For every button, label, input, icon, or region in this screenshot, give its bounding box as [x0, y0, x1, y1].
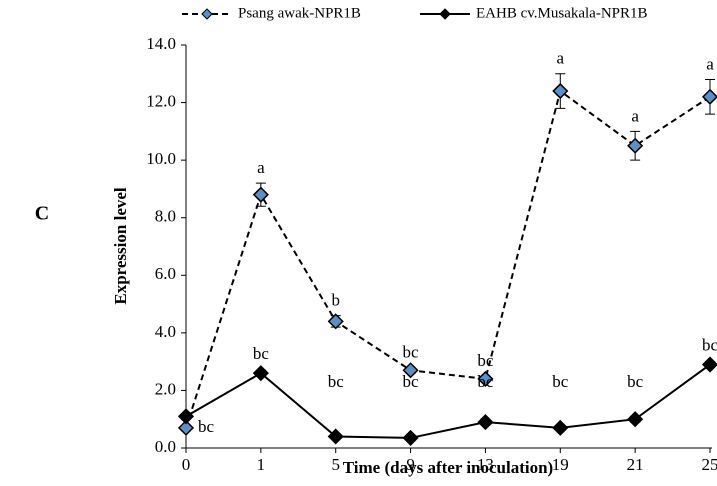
marker [402, 362, 419, 379]
legend-label: EAHB cv.Musakala-NPR1B [476, 5, 648, 21]
legend-marker [201, 8, 213, 20]
y-tick-label: 10.0 [146, 149, 176, 168]
data-label: b [331, 290, 340, 309]
y-tick-label: 4.0 [155, 322, 176, 341]
data-label: a [257, 158, 265, 177]
x-tick-label: 19 [552, 455, 569, 474]
marker [177, 408, 195, 425]
y-tick-label: 6.0 [155, 264, 176, 283]
data-label: bc [403, 372, 420, 391]
marker [552, 419, 569, 436]
data-label: a [631, 106, 639, 125]
data-label: bc [198, 417, 215, 436]
data-label: bc [328, 372, 345, 391]
marker [477, 370, 494, 387]
x-tick-label: 13 [477, 455, 494, 474]
marker [252, 365, 269, 382]
y-tick-label: 14.0 [146, 34, 176, 53]
data-label: bc [403, 342, 420, 361]
marker [701, 356, 717, 373]
y-tick-label: 0.0 [155, 437, 176, 456]
legend-marker [439, 8, 451, 20]
data-label: bc [477, 351, 494, 370]
marker [402, 429, 419, 446]
data-label: a [706, 54, 714, 73]
x-tick-label: 0 [182, 455, 191, 474]
legend-label: Psang awak-NPR1B [238, 5, 361, 21]
y-tick-label: 8.0 [155, 207, 176, 226]
marker [177, 419, 195, 436]
data-label: a [557, 49, 565, 68]
x-tick-label: 5 [331, 455, 340, 474]
data-label: bc [702, 335, 717, 354]
data-label: bc [627, 372, 644, 391]
data-label: bc [552, 372, 569, 391]
x-axis-label: Time (days after inoculation) [343, 458, 553, 477]
marker [252, 186, 269, 203]
x-tick-label: 9 [406, 455, 415, 474]
marker [327, 313, 344, 330]
x-tick-label: 21 [627, 455, 644, 474]
marker [552, 82, 569, 100]
marker [627, 137, 644, 154]
panel-label: C [35, 203, 49, 225]
y-tick-label: 12.0 [146, 91, 176, 110]
y-axis-label: Expression level [111, 187, 130, 305]
marker [701, 88, 717, 105]
series-line [185, 363, 711, 439]
marker [477, 414, 494, 431]
data-label: bc [253, 344, 270, 363]
series-line [185, 89, 711, 429]
data-label: bc [477, 372, 494, 391]
x-tick-label: 1 [257, 455, 266, 474]
y-tick-label: 2.0 [155, 379, 176, 398]
marker [327, 428, 344, 445]
x-tick-label: 25 [702, 455, 717, 474]
marker [627, 411, 644, 428]
